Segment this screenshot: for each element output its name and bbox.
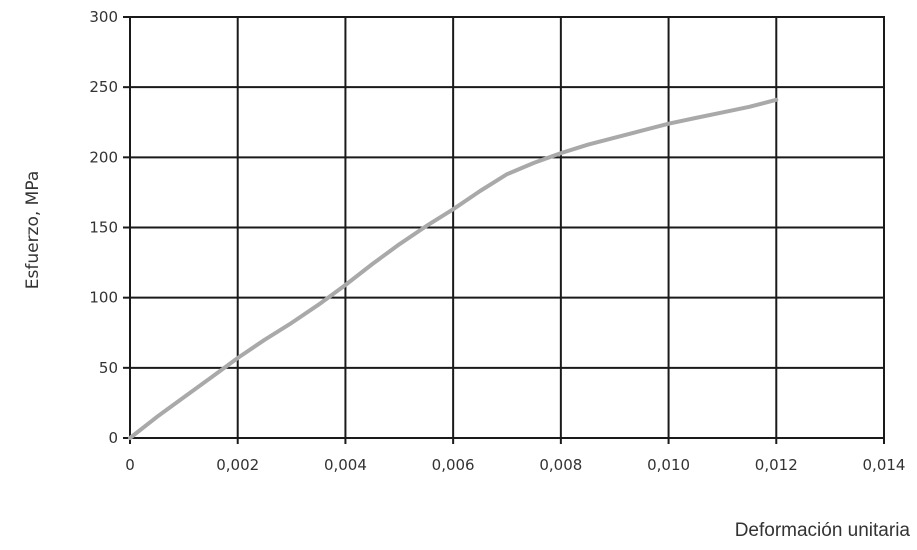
y-tick-label: 0 [108,429,118,447]
x-tick-label: 0,004 [324,456,367,474]
series-layer [128,97,779,440]
x-tick-label: 0,014 [863,456,906,474]
x-tick-label: 0 [125,456,135,474]
x-tick-label: 0,012 [755,456,798,474]
y-tick-label: 100 [89,289,118,307]
x-axis-title: Deformación unitaria [735,520,911,541]
y-tick-label: 50 [99,359,118,377]
plot-border [129,16,885,439]
x-tick-label: 0,006 [432,456,475,474]
x-tick-label: 0,010 [647,456,690,474]
plot-frame [129,16,885,439]
x-tick-labels: 0 0,002 0,004 0,006 0,008 0,010 0,012 0,014 [125,456,905,474]
x-tick-label: 0,002 [216,456,259,474]
x-tick-label: 0,008 [539,456,582,474]
grid [123,16,885,444]
y-tick-label: 150 [89,219,118,237]
y-tick-label: 300 [89,8,118,26]
y-tick-label: 200 [89,148,118,166]
y-tick-label: 250 [89,78,118,96]
stress-strain-curve [128,97,779,440]
y-axis-title: Esfuerzo, MPa [23,171,43,290]
y-tick-labels: 0 50 100 150 200 250 300 [89,8,118,447]
